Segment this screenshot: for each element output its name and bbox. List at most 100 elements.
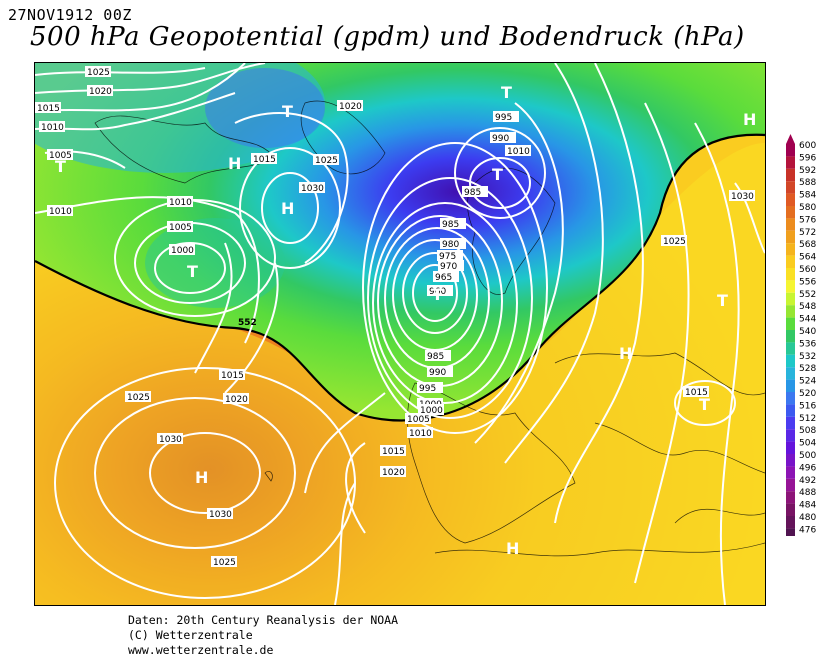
isobar-label: 1025: [313, 154, 339, 166]
low-pressure-marker: T: [699, 395, 710, 414]
svg-text:1010: 1010: [169, 198, 192, 208]
svg-text:1000: 1000: [420, 406, 443, 416]
color-scale-legend: 600 596 592 588 584 580 576 572 568 564 560 556 552 5…: [784, 132, 832, 551]
isobar-label: 1010: [47, 205, 73, 217]
legend-value: 580: [799, 203, 816, 213]
isobar-label: 1005: [167, 221, 193, 233]
legend-swatch: [786, 218, 795, 231]
isobar-label: 985: [440, 218, 466, 230]
svg-text:1015: 1015: [685, 388, 708, 398]
svg-text:1010: 1010: [41, 123, 64, 133]
legend-value: 484: [799, 501, 816, 511]
svg-text:1005: 1005: [169, 223, 192, 233]
svg-text:1010: 1010: [49, 207, 72, 217]
legend-value: 588: [799, 178, 816, 188]
isobar-label: 985: [425, 350, 451, 362]
timestamp: 27NOV1912 00Z: [8, 6, 132, 24]
svg-text:1020: 1020: [339, 102, 362, 112]
low-pressure-marker: T: [717, 291, 728, 310]
isobar-label: 1000: [169, 244, 195, 256]
legend-value: 568: [799, 240, 816, 250]
legend-value: 572: [799, 228, 816, 238]
isobar-label: 1015: [251, 153, 277, 165]
svg-text:1000: 1000: [171, 246, 194, 256]
isobar-label: 1025: [85, 66, 111, 78]
legend-swatch: [786, 305, 795, 318]
legend-value: 504: [799, 439, 816, 449]
pressure-centers: T T H H T T T T H T H T H H: [55, 83, 756, 558]
low-pressure-marker: T: [282, 102, 293, 121]
isobar-label: 1030: [729, 190, 755, 202]
high-pressure-marker: H: [743, 110, 756, 129]
isobar-label: 1020: [380, 466, 406, 478]
isobar-label: 965: [433, 271, 459, 283]
svg-text:1025: 1025: [87, 68, 110, 78]
isobar-label: 990: [490, 132, 516, 144]
legend-swatch: [786, 404, 795, 417]
legend-swatch: [786, 255, 795, 268]
low-pressure-marker: T: [187, 262, 198, 281]
isobar-label: 960: [427, 285, 453, 297]
low-pressure-marker: T: [492, 165, 503, 184]
legend-value: 476: [799, 525, 816, 535]
svg-text:1025: 1025: [315, 156, 338, 166]
svg-text:990: 990: [429, 368, 446, 378]
website-link[interactable]: www.wetterzentrale.de: [128, 643, 274, 657]
legend-value: 528: [799, 364, 816, 374]
data-source: Daten: 20th Century Reanalysis der NOAA: [128, 613, 399, 627]
legend-swatch: [786, 144, 795, 157]
legend-swatch: [786, 429, 795, 442]
west-trough: [145, 218, 285, 308]
legend-canvas: 600 596 592 588 584 580 576 572 568 564 560 556 552 5…: [786, 134, 816, 551]
svg-text:1015: 1015: [221, 371, 244, 381]
legend-value: 496: [799, 463, 816, 473]
isobar-label: 970: [438, 260, 464, 272]
svg-text:1030: 1030: [301, 184, 324, 194]
legend-value: 540: [799, 327, 816, 337]
svg-text:1015: 1015: [382, 447, 405, 457]
isobar-label: 1010: [407, 427, 433, 439]
high-pressure-marker: H: [195, 468, 208, 487]
legend-value: 536: [799, 339, 816, 349]
svg-text:1025: 1025: [213, 558, 236, 568]
svg-text:1025: 1025: [127, 393, 150, 403]
high-pressure-marker: H: [619, 344, 632, 363]
legend-value: 488: [799, 488, 816, 498]
svg-text:995: 995: [419, 384, 436, 394]
legend-swatch: [786, 491, 795, 504]
legend-value: 544: [799, 315, 816, 325]
svg-text:1020: 1020: [225, 395, 248, 405]
legend-value: 480: [799, 513, 816, 523]
legend-swatch: [786, 243, 795, 256]
isobar-label: 995: [493, 111, 519, 123]
svg-text:1015: 1015: [37, 104, 60, 114]
contour-label: 552: [238, 318, 257, 328]
legend-swatch: [786, 193, 795, 206]
arctic-core: [205, 68, 325, 148]
high-pressure-marker: H: [228, 154, 241, 173]
legend-swatch: [786, 516, 795, 529]
legend-swatch: [786, 156, 795, 169]
legend-value: 556: [799, 277, 816, 287]
copyright: (C) Wetterzentrale: [128, 628, 253, 642]
svg-text:985: 985: [464, 188, 481, 198]
legend-value: 520: [799, 389, 816, 399]
legend-swatch: [786, 330, 795, 343]
legend-value: 532: [799, 352, 816, 362]
low-pressure-marker: T: [55, 157, 66, 176]
isobar-label: 1015: [683, 386, 709, 398]
isobar-label: 1015: [35, 102, 61, 114]
isobar-labels: 1025 1020 1015 1010 1005 1010 1015 1020 …: [35, 66, 755, 568]
legend-swatch: [786, 230, 795, 244]
isobar-label: 1030: [299, 182, 325, 194]
isobar-label: 1010: [505, 145, 531, 157]
isobar-label: 985: [462, 186, 488, 198]
legend-value: 512: [799, 414, 816, 424]
legend-swatch: [786, 478, 795, 492]
legend-value: 584: [799, 191, 816, 201]
svg-text:985: 985: [442, 220, 459, 230]
legend-swatch: [786, 206, 795, 219]
legend-swatch: [786, 503, 795, 516]
svg-text:1030: 1030: [731, 192, 754, 202]
legend-swatch: [786, 379, 795, 392]
